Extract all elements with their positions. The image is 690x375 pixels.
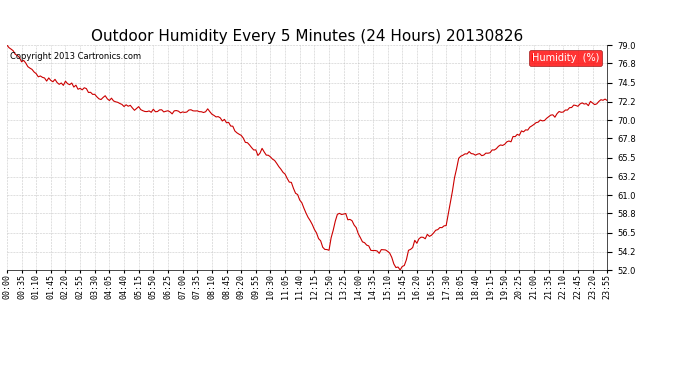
Text: Copyright 2013 Cartronics.com: Copyright 2013 Cartronics.com [10, 52, 141, 61]
Legend: Humidity  (%): Humidity (%) [529, 50, 602, 66]
Title: Outdoor Humidity Every 5 Minutes (24 Hours) 20130826: Outdoor Humidity Every 5 Minutes (24 Hou… [91, 29, 523, 44]
